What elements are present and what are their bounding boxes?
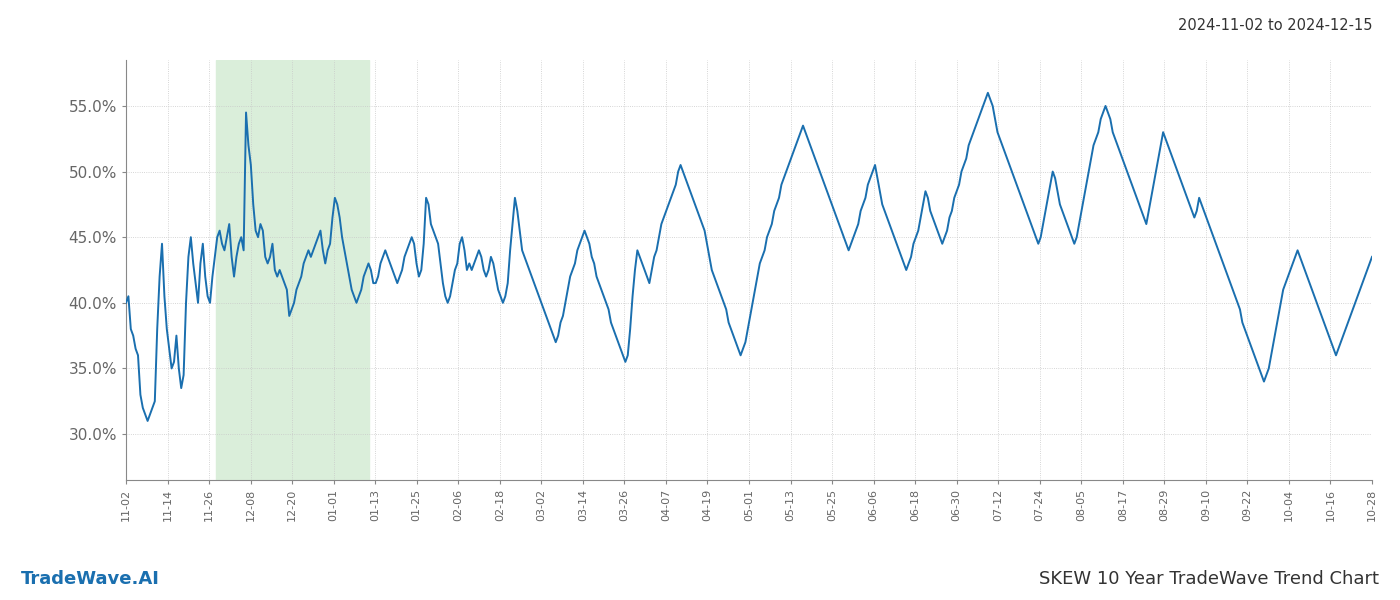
Text: SKEW 10 Year TradeWave Trend Chart: SKEW 10 Year TradeWave Trend Chart <box>1039 570 1379 588</box>
Bar <box>216 60 370 480</box>
Text: TradeWave.AI: TradeWave.AI <box>21 570 160 588</box>
Text: 2024-11-02 to 2024-12-15: 2024-11-02 to 2024-12-15 <box>1177 18 1372 33</box>
